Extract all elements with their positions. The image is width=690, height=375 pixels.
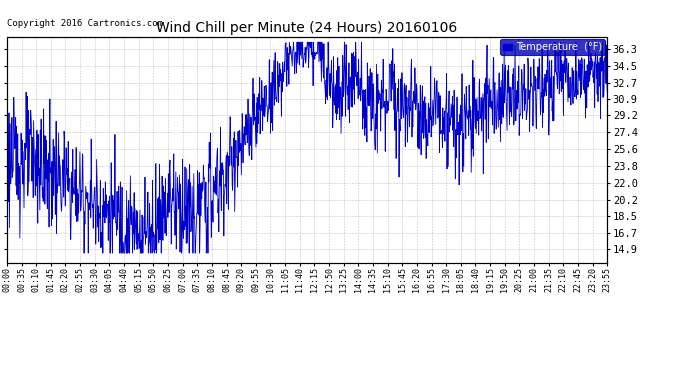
Text: Copyright 2016 Cartronics.com: Copyright 2016 Cartronics.com	[7, 20, 163, 28]
Legend: Temperature  (°F): Temperature (°F)	[500, 39, 605, 55]
Title: Wind Chill per Minute (24 Hours) 20160106: Wind Chill per Minute (24 Hours) 2016010…	[157, 21, 457, 35]
